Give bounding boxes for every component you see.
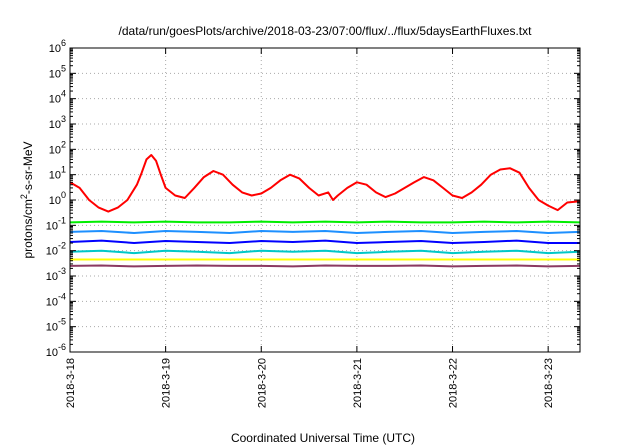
y-tick-label: 104 — [49, 89, 66, 106]
y-axis-label-rest: -s-sr-MeV — [21, 141, 35, 194]
x-tick-label: 2018-3-23 — [543, 358, 555, 408]
y-axis-label-superscript: 2 — [19, 194, 29, 199]
y-tick-label: 10-1 — [46, 215, 66, 232]
y-tick-label: 10-2 — [46, 241, 66, 258]
x-tick-label: 2018-3-18 — [65, 358, 77, 408]
y-tick-label: 106 — [49, 38, 66, 55]
y-tick-label: 10-4 — [46, 291, 66, 308]
series-group — [69, 154, 580, 268]
x-tick-label: 2018-3-22 — [448, 358, 460, 408]
series-line-1 — [69, 154, 580, 213]
x-tick-label: 2018-3-19 — [161, 358, 173, 408]
series-line-5 — [69, 249, 580, 255]
y-tick-label: 102 — [49, 139, 66, 156]
y-axis-label-main: protons/cm — [21, 199, 35, 258]
x-axis-label: Coordinated Universal Time (UTC) — [231, 431, 415, 445]
chart-title: /data/run/goesPlots/archive/2018-03-23/0… — [119, 24, 533, 38]
y-axis-label: protons/cm2-s-sr-MeV — [19, 141, 35, 258]
series-line-3 — [69, 230, 580, 234]
y-tick-label: 101 — [49, 165, 66, 182]
series-line-4 — [69, 239, 580, 244]
x-tick-label: 2018-3-20 — [256, 358, 268, 408]
y-tick-label: 100 — [49, 190, 66, 207]
y-axis-ticks: 10-6 10-5 10-4 10-3 10-2 10-1 100 101 102 103 104 1… — [46, 38, 580, 359]
x-tick-label: 2018-3-21 — [352, 358, 364, 408]
y-tick-label: 10-5 — [46, 317, 66, 334]
grid — [70, 48, 580, 352]
y-tick-label: 103 — [49, 114, 66, 131]
x-axis-ticks: 2018-3-18 2018-3-19 2018-3-20 2018-3-21 2018… — [65, 48, 555, 408]
series-line-7 — [69, 264, 580, 268]
y-tick-label: 105 — [49, 63, 66, 80]
series-line-2 — [69, 220, 580, 224]
y-tick-label: 10-3 — [46, 266, 66, 283]
y-tick-label: 10-6 — [46, 342, 66, 359]
